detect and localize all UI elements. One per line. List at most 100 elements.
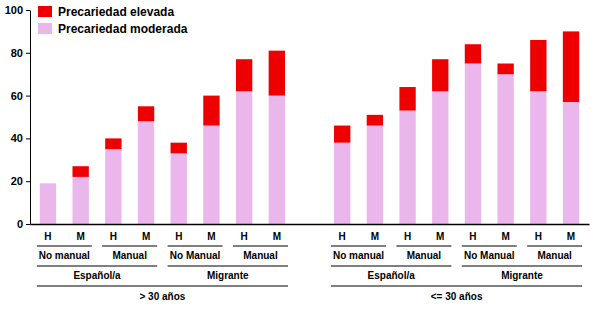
bar [334,143,350,224]
group-separator [331,286,582,287]
bar [203,126,219,224]
bar [171,143,187,154]
group-separator [527,246,582,247]
y-tick: 0 [17,218,30,230]
group-label: Migrante [207,270,249,281]
bar [171,153,187,224]
bar [138,121,154,224]
bar [465,64,481,225]
x-tick-label: H [175,231,182,242]
bar [530,91,546,224]
x-tick: M [501,231,509,242]
group-separator [462,266,582,267]
y-tick-mark [26,96,30,97]
y-tick-mark [26,53,30,54]
bar [40,183,56,184]
chart: 020406080100HMHMHMHMHMHMHMHMNo manualMan… [0,0,597,309]
group-separator [37,246,92,247]
x-axis-line [31,224,590,226]
bar [334,126,350,143]
legend-label: Precariedad moderada [58,22,188,36]
group-separator [102,246,157,247]
legend-label: Precariedad elevada [58,5,174,19]
group-label: No manual [333,250,384,261]
y-tick: 20 [11,175,30,187]
x-tick-label: H [44,231,51,242]
group-label: No Manual [170,250,221,261]
x-tick-label: H [110,231,117,242]
group-separator [396,246,451,247]
group-label: > 30 años [139,291,185,302]
group-label: <= 30 años [431,291,483,302]
x-tick: H [110,231,117,242]
x-tick-label: M [501,231,509,242]
bar [269,51,285,96]
group-separator [233,246,288,247]
legend: Precariedad elevada Precariedad moderada [38,5,188,36]
y-tick: 80 [11,47,30,59]
group-separator [168,246,223,247]
x-tick: M [567,231,575,242]
bar [465,44,481,63]
y-tick-label: 0 [17,218,23,230]
x-tick: H [241,231,248,242]
x-tick: H [535,231,542,242]
group-label: Español/a [368,270,416,281]
x-tick: M [76,231,84,242]
bar [236,91,252,224]
bar [530,40,546,91]
x-axis: HMHMHMHMHMHMHMHM [31,225,590,243]
group-separator [462,246,517,247]
y-tick-mark [26,181,30,182]
bar [399,87,415,111]
x-tick: M [207,231,215,242]
x-tick: H [339,231,346,242]
group-label: Manual [407,250,442,261]
y-tick-label: 20 [11,175,23,187]
bar [497,64,513,75]
bar [563,31,579,102]
bars [40,31,579,224]
group-label: Español/a [73,270,121,281]
y-tick-mark [26,138,30,139]
x-tick-label: H [339,231,346,242]
bar [432,91,448,224]
bar [105,149,121,224]
group-separator [37,266,157,267]
x-tick: M [142,231,150,242]
x-tick-label: H [241,231,248,242]
group-label: Migrante [501,270,543,281]
group-separator [37,286,288,287]
x-tick-label: M [142,231,150,242]
x-tick-label: H [535,231,542,242]
bar [563,102,579,224]
y-tick: 100 [5,4,30,16]
bar [203,96,219,126]
x-tick: M [436,231,444,242]
bar [399,111,415,224]
legend-swatch [38,6,52,17]
x-tick-label: H [469,231,476,242]
y-tick: 40 [11,132,30,144]
y-axis: 0 20 40 60 80 100 [5,4,31,230]
bar [236,59,252,91]
bar [105,138,121,149]
x-tick-label: M [76,231,84,242]
bar [72,166,88,177]
x-tick: M [371,231,379,242]
group-label: No manual [39,250,90,261]
bar [269,96,285,224]
x-tick-label: M [207,231,215,242]
y-tick-label: 40 [11,132,23,144]
x-tick-label: M [436,231,444,242]
series [72,31,579,177]
y-tick: 60 [11,90,30,102]
y-tick-label: 100 [5,4,23,16]
x-tick: H [404,231,411,242]
bar [432,59,448,91]
group-label: Manual [537,250,572,261]
bar [40,183,56,224]
x-tick: H [175,231,182,242]
x-tick-label: M [371,231,379,242]
bar [367,126,383,224]
